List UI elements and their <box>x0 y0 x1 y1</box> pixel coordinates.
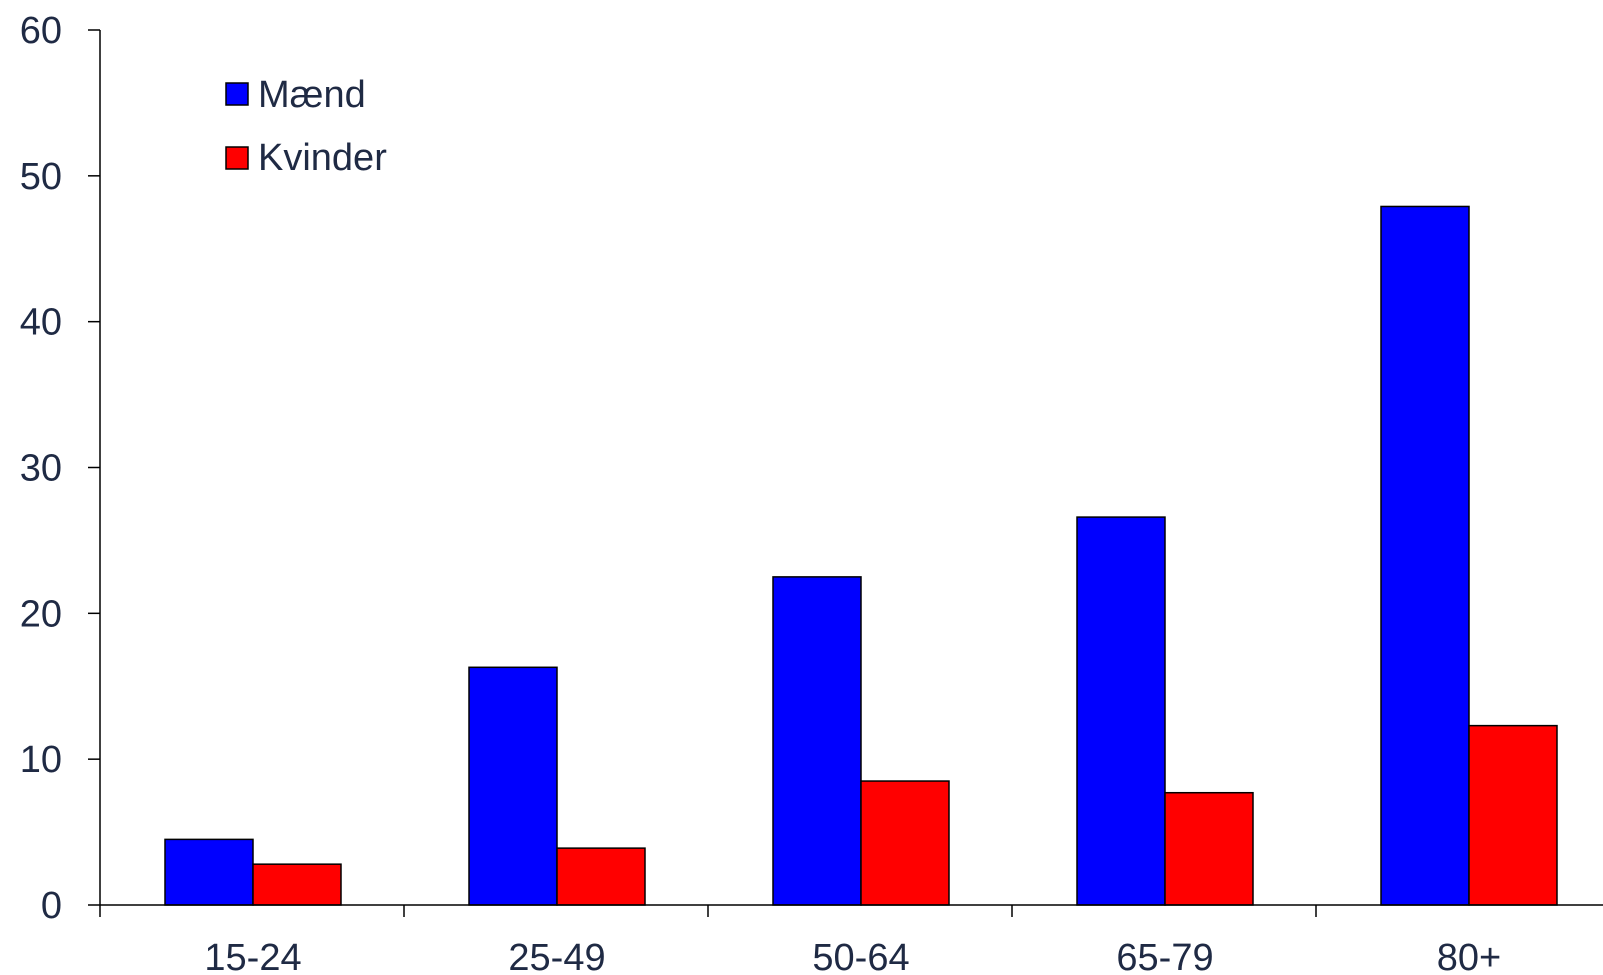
bar-kvinder <box>1164 791 1254 906</box>
x-tick-label: 25-49 <box>508 937 605 975</box>
bar-maend <box>164 838 254 906</box>
bar-kvinder <box>252 863 342 906</box>
bars <box>164 205 1558 906</box>
bar-maend <box>772 576 862 906</box>
y-tick-label: 20 <box>20 593 62 635</box>
y-tick-label: 10 <box>20 739 62 781</box>
legend-label-kvinder: Kvinder <box>258 137 387 179</box>
legend-label-maend: Mænd <box>258 74 366 116</box>
x-tick-label: 15-24 <box>204 937 301 975</box>
y-tick-label: 30 <box>20 448 62 490</box>
bar-maend <box>468 666 558 906</box>
legend: Mænd Kvinder <box>225 74 387 179</box>
bar-kvinder <box>1468 724 1558 906</box>
y-axis-ticks: 0 10 20 30 40 50 60 <box>20 10 100 927</box>
y-tick-label: 0 <box>41 885 62 927</box>
y-tick-label: 40 <box>20 302 62 344</box>
x-tick-label: 50-64 <box>812 937 909 975</box>
x-tick-label: 80+ <box>1437 937 1501 975</box>
y-tick-label: 60 <box>20 10 62 52</box>
y-tick-label: 50 <box>20 156 62 198</box>
bar-maend <box>1076 516 1166 906</box>
axes <box>99 30 1603 906</box>
bar-kvinder <box>860 780 950 906</box>
legend-swatch-kvinder <box>225 146 249 170</box>
legend-swatch-maend <box>225 82 249 106</box>
x-axis-ticks: 15-24 25-49 50-64 65-79 80+ <box>99 905 1501 975</box>
bar-kvinder <box>556 847 646 906</box>
bar-maend <box>1380 205 1470 906</box>
x-tick-label: 65-79 <box>1116 937 1213 975</box>
